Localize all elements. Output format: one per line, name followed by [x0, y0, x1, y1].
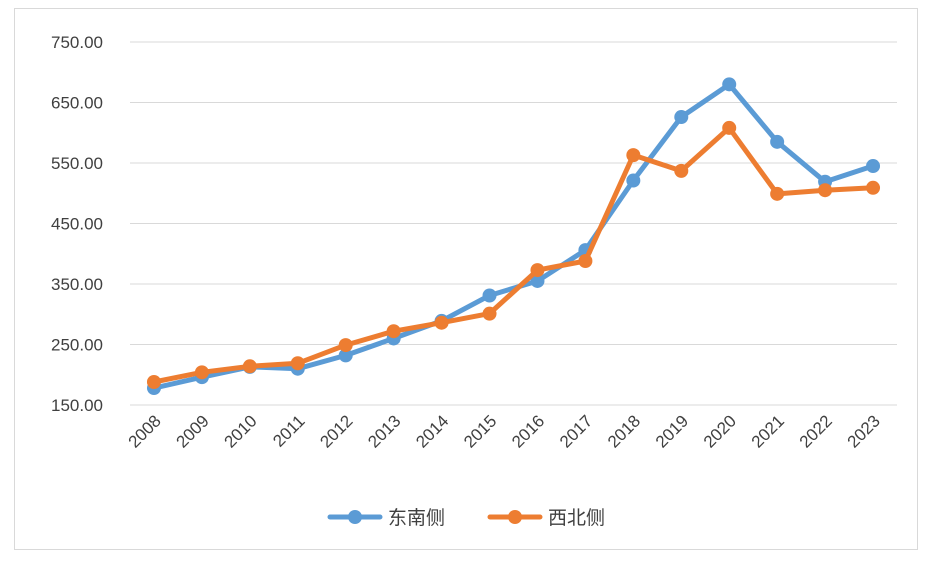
y-tick-label: 150.00	[51, 396, 103, 415]
y-tick-label: 350.00	[51, 275, 103, 294]
data-point	[386, 324, 401, 339]
data-point	[338, 338, 353, 353]
x-tick-label: 2013	[364, 411, 404, 451]
data-point	[290, 356, 305, 371]
data-point	[722, 77, 737, 92]
data-point	[674, 163, 689, 178]
data-point	[434, 315, 449, 330]
y-tick-label: 250.00	[51, 336, 103, 355]
data-point	[770, 186, 785, 201]
data-point	[530, 263, 545, 278]
y-tick-label: 550.00	[51, 154, 103, 173]
legend-swatch-marker	[348, 510, 362, 524]
x-tick-label: 2010	[220, 411, 260, 451]
x-tick-label: 2009	[173, 411, 213, 451]
data-point	[626, 148, 641, 163]
legend-swatch-marker	[508, 510, 522, 524]
gridlines	[130, 41, 897, 406]
y-tick-label: 750.00	[51, 33, 103, 52]
y-axis-tick-labels: 150.00 250.00 350.00 450.00 550.00 650.00 750.…	[51, 33, 103, 415]
x-tick-label: 2012	[316, 411, 356, 451]
data-point	[722, 120, 737, 135]
x-tick-label: 2020	[700, 411, 740, 451]
data-point	[482, 288, 497, 303]
data-point	[770, 134, 785, 149]
x-tick-label: 2019	[652, 411, 692, 451]
data-point	[818, 183, 833, 198]
data-point	[194, 365, 209, 380]
data-point	[626, 173, 641, 188]
series-line	[151, 125, 876, 385]
series-1	[146, 77, 881, 396]
data-point	[578, 254, 593, 269]
x-axis-tick-labels: 2008 2009 2010 2011 2012 2013 2014 2015 2016 2017…	[125, 411, 884, 451]
data-point	[866, 159, 881, 174]
x-tick-label: 2016	[508, 411, 548, 451]
x-tick-label: 2014	[412, 411, 452, 451]
data-point	[338, 348, 353, 363]
x-tick-label: 2021	[748, 411, 788, 451]
data-point	[674, 110, 689, 125]
x-tick-label: 2018	[604, 411, 644, 451]
x-tick-label: 2022	[796, 411, 836, 451]
legend: 东南侧 西北侧	[327, 507, 605, 529]
x-tick-label: 2017	[556, 411, 596, 451]
x-tick-label: 2023	[844, 411, 884, 451]
legend-item: 东南侧	[327, 507, 445, 529]
x-tick-label: 2015	[460, 411, 500, 451]
data-point	[482, 306, 497, 321]
y-tick-label: 450.00	[51, 215, 103, 234]
y-tick-label: 650.00	[51, 94, 103, 113]
data-point	[242, 359, 257, 374]
legend-label: 东南侧	[388, 507, 445, 529]
legend-label: 西北侧	[548, 507, 605, 529]
series-2	[146, 120, 881, 390]
x-tick-label: 2011	[269, 411, 308, 450]
x-tick-label: 2008	[125, 411, 165, 451]
data-point	[866, 180, 881, 195]
chart-frame	[14, 8, 918, 550]
series-line	[151, 81, 876, 391]
series-lines	[146, 77, 881, 396]
data-point	[530, 273, 545, 288]
legend-item: 西北侧	[487, 507, 605, 529]
data-point	[146, 375, 161, 390]
